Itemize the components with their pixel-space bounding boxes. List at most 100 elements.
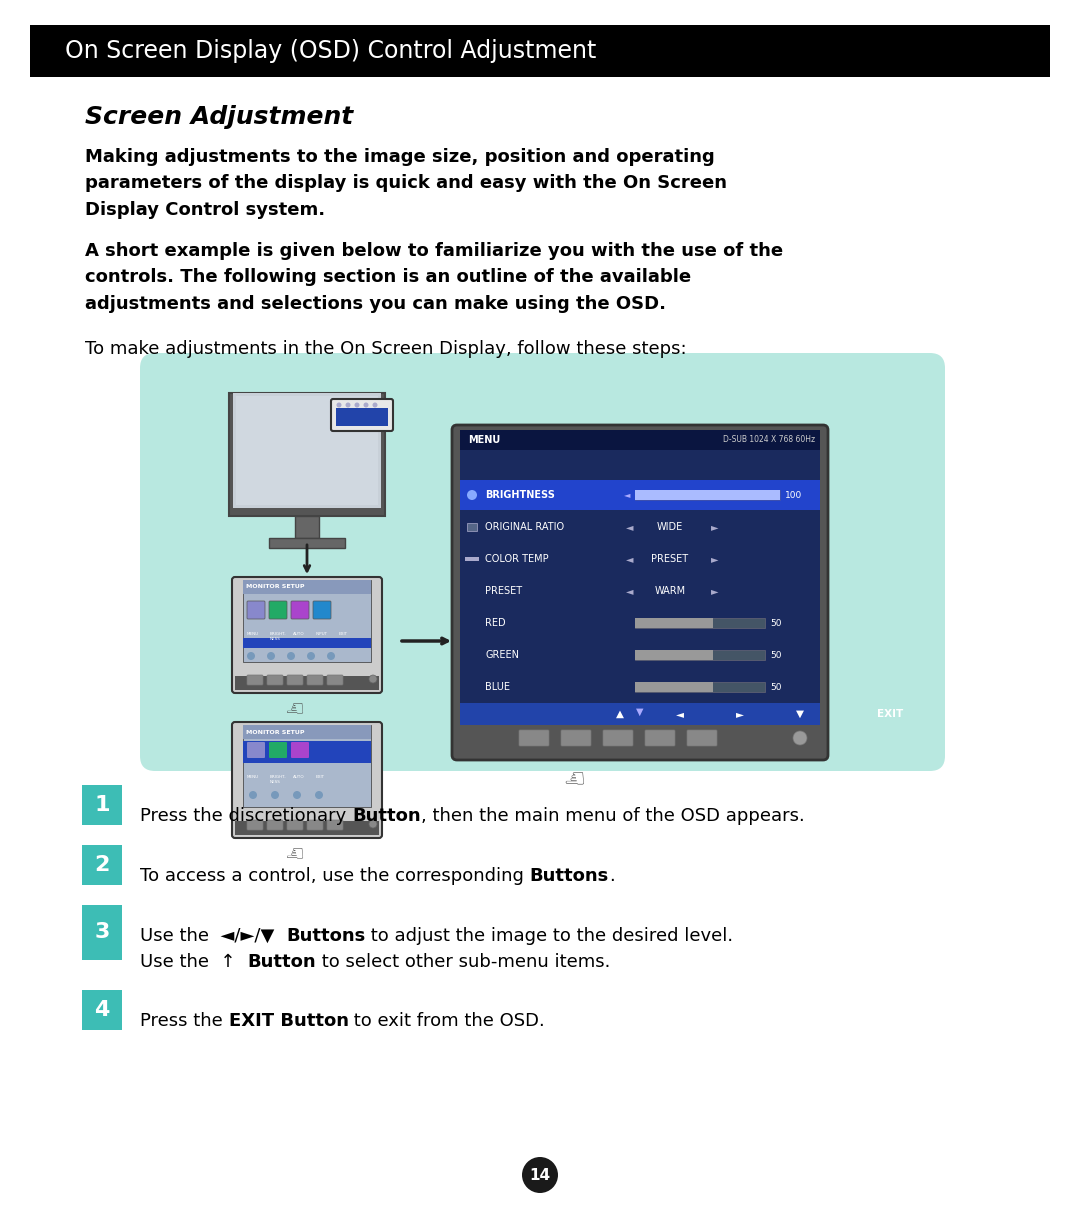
FancyBboxPatch shape bbox=[291, 742, 309, 758]
FancyBboxPatch shape bbox=[247, 742, 265, 758]
Text: to exit from the OSD.: to exit from the OSD. bbox=[349, 1013, 545, 1030]
Bar bbox=[635, 650, 713, 660]
Text: EXIT: EXIT bbox=[877, 709, 903, 719]
Text: GREEN: GREEN bbox=[485, 650, 519, 660]
Bar bbox=[243, 638, 372, 648]
Text: ▲: ▲ bbox=[616, 709, 624, 719]
Text: BRIGHT-
NESS: BRIGHT- NESS bbox=[270, 632, 287, 640]
Circle shape bbox=[354, 403, 360, 407]
Circle shape bbox=[293, 791, 301, 799]
Text: ☞: ☞ bbox=[282, 695, 302, 715]
Text: ►: ► bbox=[712, 586, 719, 597]
Circle shape bbox=[793, 731, 807, 745]
FancyBboxPatch shape bbox=[561, 730, 591, 745]
Text: ORIGINAL RATIO: ORIGINAL RATIO bbox=[485, 522, 564, 532]
Text: AUTO: AUTO bbox=[293, 775, 305, 780]
FancyBboxPatch shape bbox=[287, 675, 303, 684]
Circle shape bbox=[327, 651, 335, 660]
FancyBboxPatch shape bbox=[269, 742, 287, 758]
Text: 4: 4 bbox=[94, 1000, 110, 1020]
FancyBboxPatch shape bbox=[140, 353, 945, 771]
Bar bbox=[243, 580, 372, 594]
Circle shape bbox=[522, 1157, 558, 1193]
Text: ◄: ◄ bbox=[626, 554, 634, 564]
Bar bbox=[30, 24, 1050, 77]
Text: ◄: ◄ bbox=[626, 522, 634, 532]
Text: EXIT: EXIT bbox=[316, 775, 325, 780]
Circle shape bbox=[346, 403, 351, 407]
Text: MONITOR SETUP: MONITOR SETUP bbox=[246, 730, 305, 734]
Text: On Screen Display (OSD) Control Adjustment: On Screen Display (OSD) Control Adjustme… bbox=[65, 39, 596, 63]
Text: COLOR TEMP: COLOR TEMP bbox=[485, 554, 549, 564]
FancyBboxPatch shape bbox=[229, 393, 384, 516]
Bar bbox=[635, 490, 780, 500]
Text: ◄: ◄ bbox=[626, 586, 634, 597]
Bar bbox=[460, 703, 820, 725]
Circle shape bbox=[267, 651, 275, 660]
FancyBboxPatch shape bbox=[269, 538, 345, 548]
FancyBboxPatch shape bbox=[327, 675, 343, 684]
Text: EXIT Button: EXIT Button bbox=[229, 1013, 349, 1030]
Circle shape bbox=[467, 490, 477, 500]
Text: BRIGHTNESS: BRIGHTNESS bbox=[485, 490, 555, 500]
Text: ◄: ◄ bbox=[624, 490, 631, 499]
Bar bbox=[295, 516, 319, 538]
FancyBboxPatch shape bbox=[267, 675, 283, 684]
Bar bbox=[457, 730, 823, 758]
Bar bbox=[82, 905, 122, 960]
FancyBboxPatch shape bbox=[330, 399, 393, 431]
Text: MENU: MENU bbox=[247, 775, 259, 780]
Text: ►: ► bbox=[735, 709, 744, 719]
Text: ◄: ◄ bbox=[676, 709, 684, 719]
Text: BRIGHT-
NESS: BRIGHT- NESS bbox=[270, 775, 287, 783]
Text: .: . bbox=[609, 867, 615, 884]
Text: , then the main menu of the OSD appears.: , then the main menu of the OSD appears. bbox=[420, 806, 805, 825]
Bar bbox=[243, 725, 372, 739]
Text: MONITOR SETUP: MONITOR SETUP bbox=[246, 584, 305, 589]
Text: ▼: ▼ bbox=[636, 708, 644, 717]
Text: Screen Adjustment: Screen Adjustment bbox=[85, 105, 353, 129]
Circle shape bbox=[369, 675, 377, 683]
Text: 3: 3 bbox=[94, 922, 110, 943]
Text: 50: 50 bbox=[770, 619, 782, 627]
Bar bbox=[82, 845, 122, 884]
Text: To access a control, use the corresponding: To access a control, use the correspondi… bbox=[140, 867, 529, 884]
Bar bbox=[243, 580, 372, 662]
Circle shape bbox=[315, 791, 323, 799]
Text: 50: 50 bbox=[770, 682, 782, 692]
Text: Button: Button bbox=[247, 953, 315, 971]
Bar bbox=[237, 396, 378, 505]
Bar bbox=[243, 741, 372, 762]
Circle shape bbox=[373, 403, 378, 407]
Text: Buttons: Buttons bbox=[286, 927, 365, 946]
Bar bbox=[635, 682, 765, 692]
Bar bbox=[635, 682, 713, 692]
Circle shape bbox=[364, 403, 368, 407]
Circle shape bbox=[307, 651, 315, 660]
Circle shape bbox=[337, 403, 341, 407]
Bar bbox=[233, 393, 381, 508]
Text: To make adjustments in the On Screen Display, follow these steps:: To make adjustments in the On Screen Dis… bbox=[85, 340, 687, 357]
Circle shape bbox=[247, 651, 255, 660]
Text: ☞: ☞ bbox=[561, 762, 582, 787]
Text: Press the discretionary: Press the discretionary bbox=[140, 806, 352, 825]
Text: Press the: Press the bbox=[140, 1013, 229, 1030]
Text: Use the  ↑: Use the ↑ bbox=[140, 953, 247, 971]
Text: EXIT: EXIT bbox=[339, 632, 348, 636]
Text: AUTO: AUTO bbox=[293, 632, 305, 636]
Circle shape bbox=[287, 651, 295, 660]
Bar bbox=[635, 650, 765, 660]
Text: Making adjustments to the image size, position and operating
parameters of the d: Making adjustments to the image size, po… bbox=[85, 148, 727, 218]
FancyBboxPatch shape bbox=[603, 730, 633, 745]
FancyBboxPatch shape bbox=[327, 820, 343, 830]
Text: Button: Button bbox=[352, 806, 420, 825]
Text: 14: 14 bbox=[529, 1168, 551, 1182]
FancyBboxPatch shape bbox=[287, 820, 303, 830]
Bar bbox=[635, 619, 713, 628]
Text: WIDE: WIDE bbox=[657, 522, 684, 532]
Bar bbox=[460, 429, 820, 725]
Text: to select other sub-menu items.: to select other sub-menu items. bbox=[315, 953, 610, 971]
Circle shape bbox=[249, 791, 257, 799]
Text: RED: RED bbox=[485, 619, 505, 628]
Bar bbox=[460, 429, 820, 450]
